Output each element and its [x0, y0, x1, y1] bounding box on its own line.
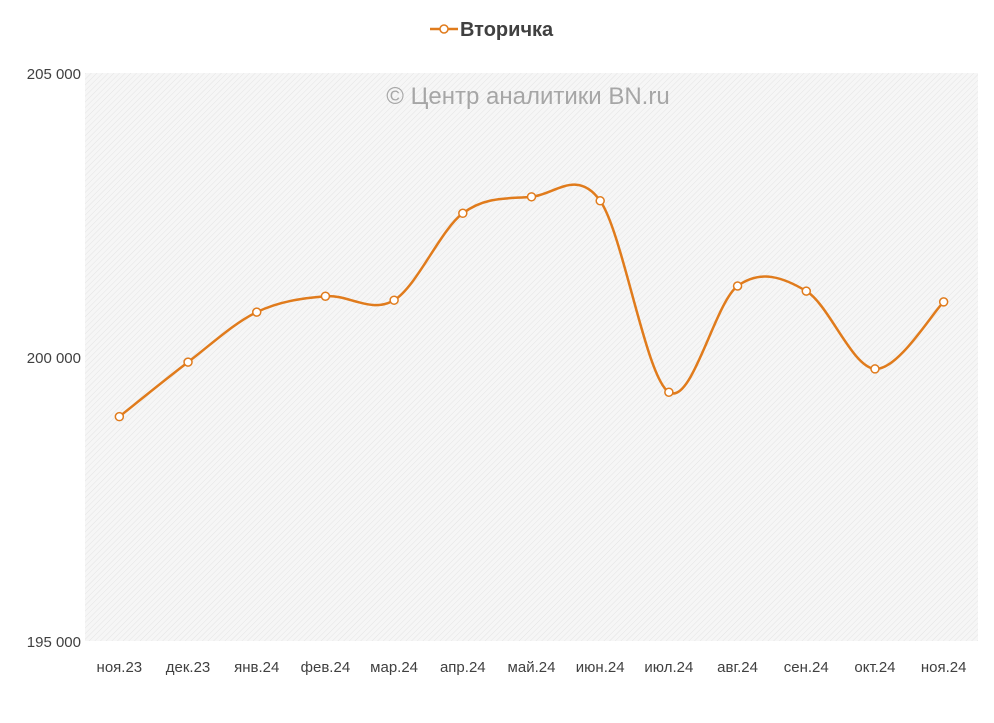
data-point [732, 281, 743, 291]
y-tick-label: 200 000 [27, 350, 81, 367]
x-tick-label: фев.24 [301, 659, 351, 676]
legend-label: Вторичка [460, 19, 554, 41]
data-point [114, 411, 125, 422]
data-point [526, 192, 537, 202]
watermark: © Центр аналитики BN.ru [386, 83, 669, 110]
data-point [458, 208, 468, 219]
x-tick-label: янв.24 [234, 659, 279, 676]
data-point [664, 387, 674, 397]
data-point [320, 291, 331, 301]
x-tick-label: окт.24 [854, 659, 895, 676]
data-point [251, 307, 262, 317]
x-tick-label: июн.24 [576, 659, 625, 676]
x-tick-label: ноя.24 [921, 659, 967, 676]
x-tick-label: ноя.23 [97, 659, 143, 676]
legend: Вторичка [430, 19, 554, 41]
x-tick-label: авг.24 [717, 659, 758, 676]
y-tick-label: 205 000 [27, 66, 81, 83]
data-point [183, 357, 193, 367]
data-point [938, 297, 949, 307]
data-point [595, 196, 605, 206]
data-point [389, 295, 399, 305]
x-tick-label: сен.24 [784, 659, 829, 676]
data-point [870, 364, 880, 374]
plot-area [85, 73, 978, 641]
y-tick-label: 195 000 [27, 634, 81, 651]
x-tick-label: апр.24 [440, 659, 486, 676]
x-tick-label: июл.24 [644, 659, 693, 676]
legend-marker-icon [439, 24, 449, 34]
x-tick-label: дек.23 [166, 659, 211, 676]
data-point [801, 286, 812, 296]
x-tick-label: мар.24 [370, 659, 418, 676]
x-tick-label: май.24 [508, 659, 556, 676]
